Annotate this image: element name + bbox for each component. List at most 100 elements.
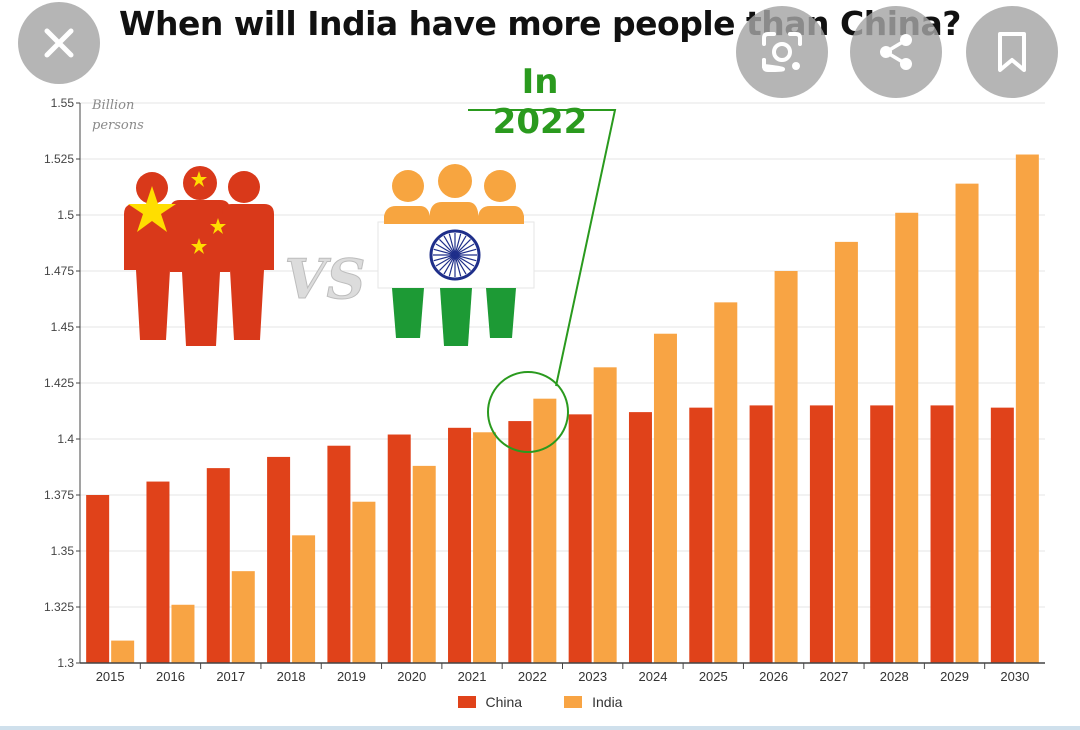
chakra-spoke: [435, 243, 456, 256]
x-tick-label: 2016: [156, 669, 185, 684]
chakra-spoke: [454, 243, 475, 256]
bar-india-2026: [774, 271, 798, 663]
chakra-spoke: [454, 239, 471, 256]
y-tick-label: 1.475: [44, 264, 74, 278]
y-tick-label: 1.55: [51, 96, 75, 110]
x-axis-ticks: 2015 2016 2017 2018 2019 2020 2021 2022 2023 2024…: [96, 663, 1029, 684]
bar-india-2023: [593, 367, 617, 663]
bar-china-2020: [387, 434, 411, 663]
callout-pointer: [468, 109, 617, 453]
y-tick-label: 1.325: [44, 600, 74, 614]
legend-swatch-india: [564, 696, 583, 708]
share-button[interactable]: [850, 6, 942, 98]
chakra-spoke: [454, 254, 475, 267]
bar-india-2017: [231, 571, 255, 663]
y-tick-label: 1.525: [44, 152, 74, 166]
bar-china-2024: [628, 412, 652, 663]
chakra-spoke: [439, 239, 456, 256]
bar-china-2028: [870, 405, 894, 663]
y-axis-unit-label: Billion persons: [92, 96, 172, 136]
bookmark-button[interactable]: [966, 6, 1058, 98]
unit-label-line1: Billion: [92, 98, 135, 113]
x-tick-label: 2020: [397, 669, 426, 684]
bottom-border: [0, 726, 1080, 730]
x-tick-label: 2021: [458, 669, 487, 684]
bar-india-2021: [473, 432, 497, 663]
y-tick-label: 1.4: [57, 432, 74, 446]
y-tick-label: 1.425: [44, 376, 74, 390]
chakra-spoke: [443, 254, 456, 275]
bar-china-2030: [990, 407, 1014, 663]
bar-china-2029: [930, 405, 954, 663]
bar-china-2025: [689, 407, 713, 663]
x-tick-label: 2028: [880, 669, 909, 684]
bar-india-2016: [171, 604, 195, 663]
bar-china-2023: [568, 414, 592, 663]
bar-india-2019: [352, 501, 376, 663]
legend: China India: [0, 694, 1080, 710]
chakra-spoke: [448, 233, 456, 256]
bar-india-2025: [714, 302, 738, 663]
bookmark-icon: [998, 32, 1026, 72]
y-tick-label: 1.45: [51, 320, 75, 334]
unit-label-line2: persons: [92, 118, 144, 133]
bar-china-2018: [267, 456, 291, 663]
x-tick-label: 2019: [337, 669, 366, 684]
y-tick-label: 1.375: [44, 488, 74, 502]
x-tick-label: 2030: [1000, 669, 1029, 684]
legend-label-india: India: [592, 694, 623, 710]
y-tick-label: 1.3: [57, 656, 74, 670]
chakra-spoke: [454, 235, 467, 256]
bar-india-2022: [533, 398, 557, 663]
x-tick-label: 2024: [639, 669, 668, 684]
x-tick-label: 2017: [216, 669, 245, 684]
close-icon: [44, 28, 74, 58]
chakra-spoke: [454, 233, 462, 256]
bars: [86, 154, 1039, 663]
share-icon: [880, 34, 912, 70]
y-tick-label: 1.35: [51, 544, 75, 558]
x-tick-label: 2022: [518, 669, 547, 684]
chakra-spoke: [454, 254, 462, 277]
chakra-spoke: [448, 254, 456, 277]
legend-item-china: China: [457, 694, 523, 710]
bar-india-2029: [955, 183, 979, 663]
chakra-spoke: [454, 254, 471, 271]
chakra-spoke: [435, 254, 456, 267]
chakra-spoke: [433, 254, 456, 262]
ashoka-chakra-icon: [429, 229, 481, 281]
lens-button[interactable]: [736, 6, 828, 98]
chakra-spoke: [433, 248, 456, 256]
bar-china-2021: [448, 427, 472, 663]
bar-india-2027: [834, 241, 858, 663]
bar-china-2019: [327, 445, 351, 663]
bar-china-2026: [749, 405, 773, 663]
y-axis-ticks: 1.3 1.325 1.35 1.375 1.4 1.425 1.45 1.475 1.5 1.5…: [44, 96, 81, 670]
close-button[interactable]: [18, 2, 100, 84]
chakra-spoke: [454, 248, 477, 256]
bar-india-2030: [1015, 154, 1039, 663]
bar-india-2024: [653, 333, 677, 663]
x-tick-label: 2025: [699, 669, 728, 684]
legend-label-china: China: [485, 694, 523, 710]
x-tick-label: 2018: [277, 669, 306, 684]
bar-china-2017: [206, 468, 230, 663]
lens-icon: [762, 32, 802, 72]
vs-text: VS: [285, 247, 366, 311]
bar-china-2022: [508, 421, 532, 663]
bar-india-2028: [895, 212, 919, 663]
legend-item-india: India: [564, 694, 622, 710]
india-people-illustration: [377, 164, 535, 346]
legend-swatch-china: [457, 696, 476, 708]
x-tick-label: 2015: [96, 669, 125, 684]
bar-china-2027: [809, 405, 833, 663]
bar-china-2016: [146, 481, 170, 663]
crossover-circle: [487, 371, 569, 453]
chakra-spoke: [454, 254, 467, 275]
chakra-spoke: [439, 254, 456, 271]
x-tick-label: 2027: [819, 669, 848, 684]
china-people-illustration: [124, 166, 274, 346]
bar-india-2018: [292, 535, 316, 663]
bar-china-2015: [86, 495, 110, 663]
